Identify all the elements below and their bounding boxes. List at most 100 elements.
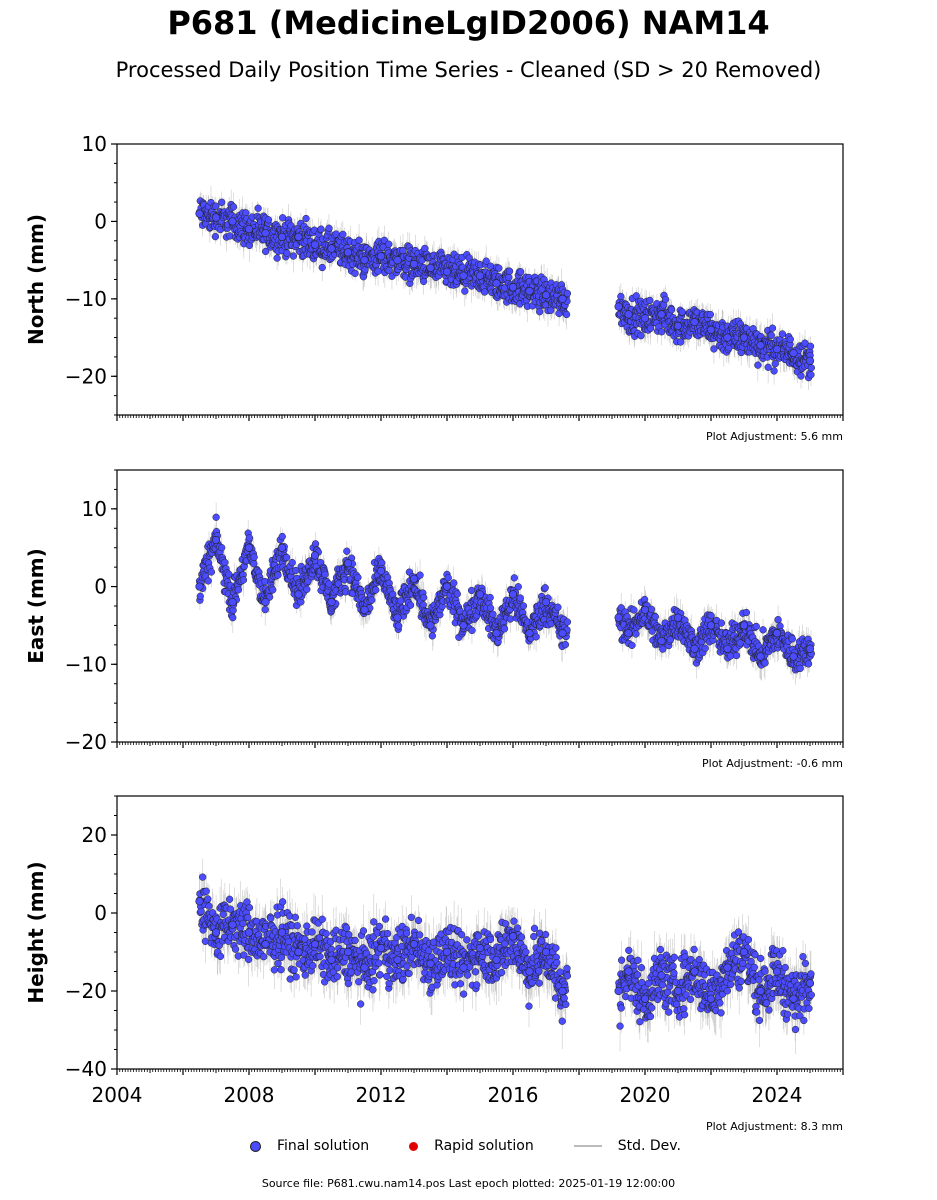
data-point xyxy=(376,252,386,261)
data-point xyxy=(690,644,699,653)
x-tick-label: 2024 xyxy=(752,1083,803,1107)
data-point xyxy=(211,535,221,545)
y-axis-label-2: East (mm) xyxy=(24,548,48,664)
data-point xyxy=(228,598,237,607)
data-point xyxy=(614,302,623,311)
data-point xyxy=(723,644,732,653)
data-point xyxy=(459,963,468,972)
data-point xyxy=(614,986,623,996)
x-axis-1 xyxy=(116,415,844,421)
data-point xyxy=(624,629,633,638)
data-point xyxy=(277,543,287,552)
data-point xyxy=(789,348,798,358)
x-axis-2 xyxy=(116,742,844,748)
data-point xyxy=(624,967,633,976)
x-tick-label: 2016 xyxy=(488,1083,539,1107)
data-point xyxy=(624,310,633,319)
y-axis-label-1: North (mm) xyxy=(24,214,48,345)
data-point xyxy=(772,345,782,354)
y-axis-label-3: Height (mm) xyxy=(24,861,48,1003)
y-tick-label: 0 xyxy=(94,575,107,599)
y-tick-label: 10 xyxy=(82,132,107,156)
data-point xyxy=(426,959,435,968)
y-tick-label: 10 xyxy=(82,497,107,521)
x-tick-label: 2004 xyxy=(92,1083,143,1107)
data-point xyxy=(360,963,369,972)
data-point xyxy=(772,629,782,638)
plot-adjustment-2: Plot Adjustment: -0.6 mm xyxy=(702,757,843,770)
data-point xyxy=(261,940,270,949)
y-tick-label: 0 xyxy=(94,209,107,233)
y-tick-label: −20 xyxy=(65,730,107,754)
data-point xyxy=(244,928,254,937)
data-point xyxy=(492,955,501,964)
data-point xyxy=(228,920,237,929)
data-point xyxy=(541,290,551,300)
y-tick-label: 20 xyxy=(82,823,107,847)
x-tick-label: 2020 xyxy=(620,1083,671,1107)
data-point xyxy=(805,356,815,365)
legend: Final solution Rapid solution Std. Dev. xyxy=(250,1138,721,1154)
data-point xyxy=(723,333,732,342)
data-point xyxy=(294,947,303,957)
data-point xyxy=(475,590,485,599)
data-point xyxy=(657,310,666,319)
data-point xyxy=(244,225,254,234)
legend-line-std xyxy=(573,1145,602,1147)
chart-title: P681 (MedicineLgID2006) NAM14 xyxy=(167,4,770,42)
data-point xyxy=(558,294,567,303)
legend-label-final: Final solution xyxy=(277,1138,370,1154)
data-point xyxy=(706,621,716,630)
data-point xyxy=(756,986,765,996)
data-point xyxy=(657,636,666,646)
data-point xyxy=(508,590,518,599)
source-note: Source file: P681.cwu.nam14.pos Last epo… xyxy=(261,1177,676,1190)
data-point xyxy=(211,928,221,937)
data-point xyxy=(789,652,798,661)
data-point xyxy=(442,267,452,276)
data-point xyxy=(723,963,732,972)
data-point xyxy=(508,283,518,292)
data-point xyxy=(640,314,650,323)
data-point xyxy=(558,629,567,638)
data-point xyxy=(294,590,303,599)
x-tick-label: 2008 xyxy=(224,1083,275,1107)
data-point xyxy=(195,897,204,906)
data-point xyxy=(360,256,369,265)
y-tick-label: −10 xyxy=(65,652,107,676)
data-point xyxy=(244,543,254,552)
series-final-2 xyxy=(195,535,815,661)
data-point xyxy=(310,551,320,560)
data-point xyxy=(294,232,303,242)
x-tick-label: 2012 xyxy=(356,1083,407,1107)
data-point xyxy=(805,979,815,988)
legend-marker-rapid xyxy=(409,1141,419,1151)
series-final-1 xyxy=(195,209,815,365)
data-point xyxy=(327,598,336,607)
data-point xyxy=(492,629,501,638)
x-axis-3: 2004 2008 2012 2016 2020 2024 xyxy=(92,1069,844,1107)
data-point xyxy=(343,947,353,957)
panel-1: −20 −10 0 10 North (mm) Plot Adjustment: 5.6 … xyxy=(24,132,844,443)
y-axis-3: −40 −20 0 20 xyxy=(65,795,117,1081)
data-point xyxy=(442,582,452,591)
data-point xyxy=(277,928,287,937)
legend-label-std: Std. Dev. xyxy=(617,1138,681,1154)
data-point xyxy=(393,613,402,622)
data-point xyxy=(640,605,650,614)
data-point xyxy=(310,940,320,949)
data-point xyxy=(525,287,534,296)
y-tick-label: −40 xyxy=(65,1057,107,1081)
plot-adjustment-3: Plot Adjustment: 8.3 mm xyxy=(706,1120,843,1133)
plot-adjustment-1: Plot Adjustment: 5.6 mm xyxy=(706,430,843,443)
data-point xyxy=(772,967,782,976)
legend-label-rapid: Rapid solution xyxy=(434,1138,534,1154)
y-tick-label: −20 xyxy=(65,364,107,388)
data-point xyxy=(508,932,518,941)
data-point xyxy=(657,971,666,980)
data-point xyxy=(756,652,765,661)
data-point xyxy=(459,271,468,280)
data-point xyxy=(492,279,501,288)
data-point xyxy=(541,947,551,957)
